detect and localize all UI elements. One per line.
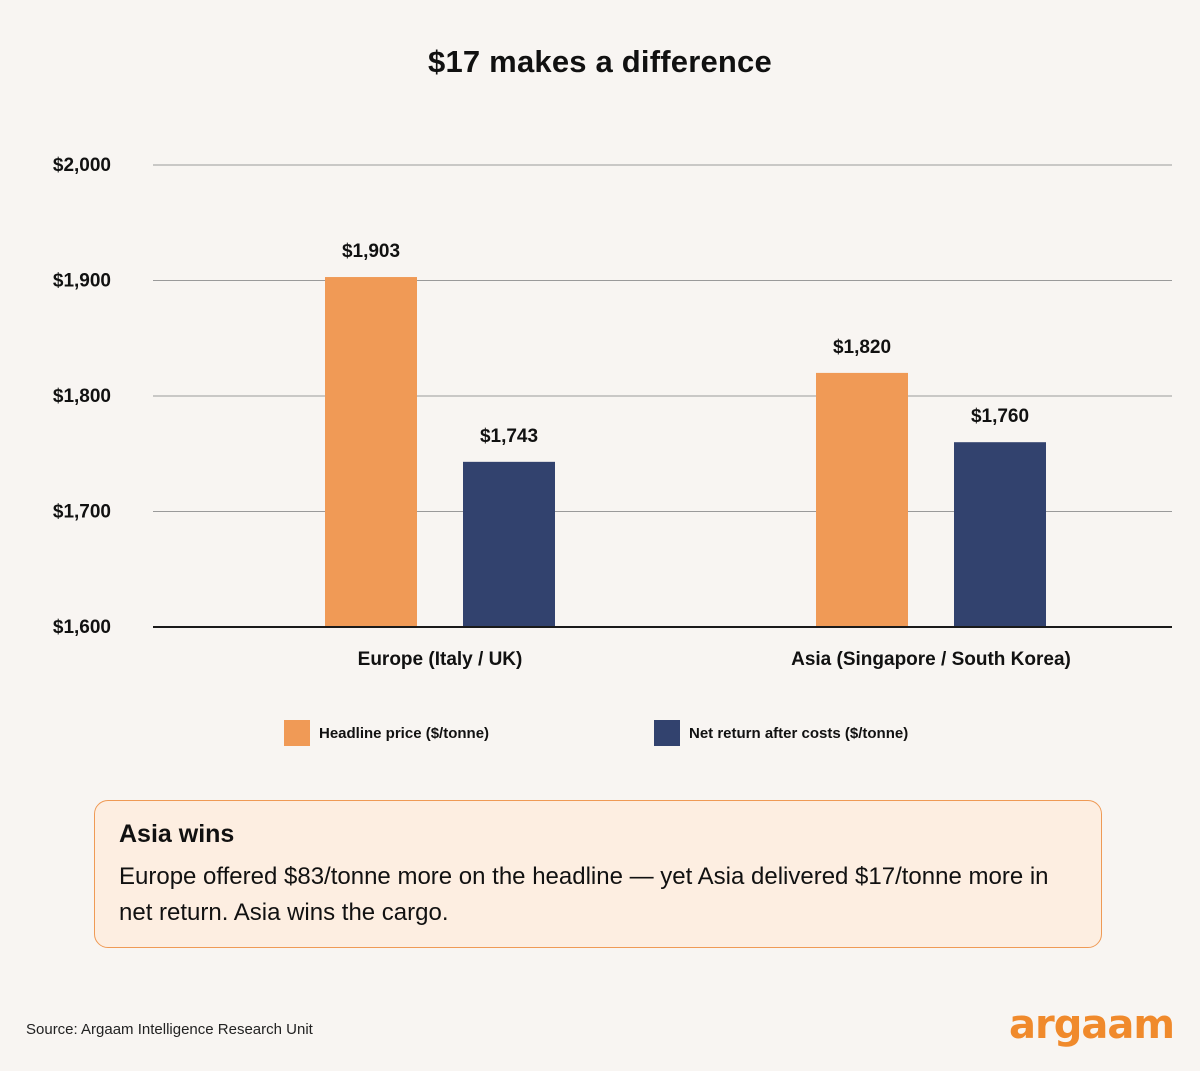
callout-box: Asia wins Europe offered $83/tonne more … bbox=[94, 800, 1102, 948]
chart-title: $17 makes a difference bbox=[428, 44, 772, 79]
bar bbox=[463, 461, 555, 627]
bar-chart: $1,600 $1,700 $1,800 $1,900 $2,000 $1,903 $1,7… bbox=[53, 155, 1172, 670]
bar bbox=[816, 372, 908, 627]
y-tick-label: $1,600 bbox=[53, 617, 111, 638]
x-tick-label: Europe (Italy / UK) bbox=[358, 649, 523, 670]
data-label: $1,820 bbox=[833, 337, 891, 358]
chart-legend: Headline price ($/tonne) Net return afte… bbox=[0, 719, 1200, 747]
data-label: $1,760 bbox=[971, 406, 1029, 427]
legend-item-net-return: Net return after costs ($/tonne) bbox=[654, 719, 908, 747]
legend-label-headline-price: Headline price ($/tonne) bbox=[319, 724, 490, 742]
legend-label-net-return: Net return after costs ($/tonne) bbox=[689, 724, 909, 742]
data-label: $1,743 bbox=[480, 426, 538, 447]
callout-body: Europe offered $83/tonne more on the hea… bbox=[119, 863, 1049, 926]
y-tick-label: $1,800 bbox=[53, 386, 111, 407]
legend-swatch-headline-price bbox=[284, 720, 310, 746]
y-tick-label: $2,000 bbox=[53, 155, 111, 176]
bar bbox=[325, 277, 417, 627]
legend-item-headline-price: Headline price ($/tonne) bbox=[284, 719, 489, 747]
source-note: Source: Argaam Intelligence Research Uni… bbox=[26, 1021, 313, 1038]
data-label: $1,903 bbox=[342, 241, 400, 262]
y-tick-label: $1,700 bbox=[53, 502, 111, 523]
bar bbox=[954, 442, 1046, 627]
legend-swatch-net-return bbox=[654, 720, 680, 746]
callout-heading: Asia wins bbox=[119, 820, 235, 848]
argaam-logo: argaam bbox=[1008, 1002, 1175, 1048]
x-tick-label: Asia (Singapore / South Korea) bbox=[791, 649, 1071, 670]
y-tick-label: $1,900 bbox=[53, 271, 111, 292]
